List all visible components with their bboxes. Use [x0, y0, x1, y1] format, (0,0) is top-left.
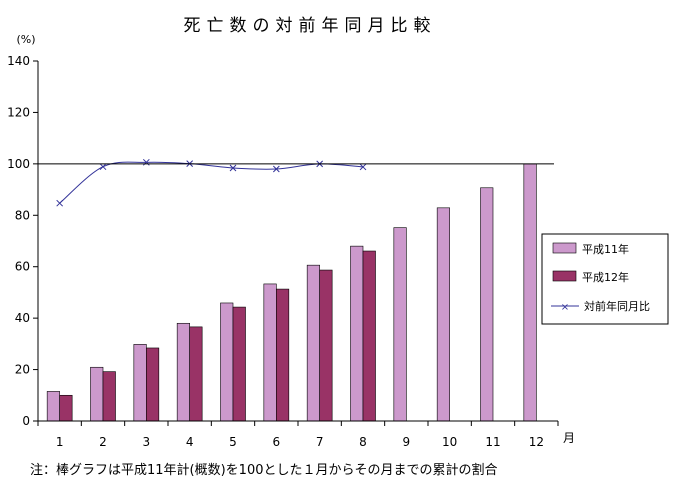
bar-h11-month-9: [393, 227, 407, 422]
bar-h12-month-4: [189, 326, 203, 422]
x-tick-label: 11: [485, 435, 500, 449]
y-tick-label: 0: [22, 414, 30, 428]
bar-h11-month-7: [306, 264, 320, 422]
x-axis: 1 2 3 4 5 6 7 8 9 10 11 12: [37, 421, 559, 449]
bars: [46, 163, 537, 422]
ratio-point-month-2: [99, 163, 107, 171]
bar-h11-month-10: [436, 207, 450, 422]
x-axis-unit: 月: [563, 431, 575, 445]
legend-swatch-h12: [552, 270, 577, 282]
x-tick-label: 8: [359, 435, 367, 449]
legend-label-h12: 平成12年: [582, 270, 629, 284]
ratio-point-month-6: [272, 165, 280, 173]
chart-footnote: 注：棒グラフは平成11年計(概数)を100とした１月からその月までの累計の割合: [30, 462, 498, 478]
ratio-point-month-5: [229, 164, 237, 172]
legend-label-h11: 平成11年: [582, 242, 629, 256]
chart-title: 死亡数の対前年同月比較: [184, 16, 437, 36]
legend-swatch-h11: [552, 242, 577, 254]
bar-h12-month-2: [102, 371, 116, 422]
bar-h12-month-7: [319, 269, 333, 422]
x-tick-label: 4: [186, 435, 194, 449]
bar-h11-month-6: [263, 283, 277, 422]
bar-h11-month-3: [133, 344, 147, 422]
x-tick-label: 7: [316, 435, 324, 449]
legend: 平成11年 平成12年 × 対前年同月比: [541, 233, 669, 325]
y-axis: 0 20 40 60 80 100 120 140: [7, 54, 38, 428]
y-tick-label: 80: [15, 208, 30, 222]
y-tick-label: 140: [7, 54, 30, 68]
y-tick-label: 40: [15, 311, 30, 325]
y-tick-label: 60: [15, 260, 30, 274]
y-tick-label: 100: [7, 157, 30, 171]
y-tick-label: 20: [15, 363, 30, 377]
bar-h12-month-1: [59, 394, 73, 422]
y-axis-unit: (%): [16, 33, 35, 46]
x-tick-label: 6: [273, 435, 281, 449]
x-tick-label: 10: [442, 435, 457, 449]
bar-h11-month-5: [220, 302, 234, 422]
bar-h11-month-8: [350, 245, 364, 422]
x-tick-label: 3: [143, 435, 151, 449]
bar-h11-month-2: [90, 366, 104, 422]
y-tick-label: 120: [7, 105, 30, 119]
bar-h12-month-5: [232, 306, 246, 422]
x-tick-label: 12: [529, 435, 544, 449]
x-tick-label: 1: [56, 435, 64, 449]
legend-marker-ratio: ×: [561, 302, 569, 313]
x-tick-label: 2: [99, 435, 107, 449]
ratio-point-month-8: [359, 163, 367, 171]
bar-h12-month-8: [362, 250, 376, 422]
bar-h11-month-1: [46, 391, 60, 422]
bar-h11-month-4: [176, 322, 190, 422]
ratio-point-month-1: [56, 199, 64, 207]
bar-h11-month-12: [523, 163, 537, 422]
bar-h11-month-11: [480, 187, 494, 422]
x-tick-label: 5: [229, 435, 237, 449]
x-tick-label: 9: [403, 435, 411, 449]
bar-h12-month-6: [276, 288, 290, 422]
ratio-line: [56, 158, 367, 207]
bar-h12-month-3: [146, 347, 160, 422]
legend-label-ratio: 対前年同月比: [584, 299, 650, 313]
